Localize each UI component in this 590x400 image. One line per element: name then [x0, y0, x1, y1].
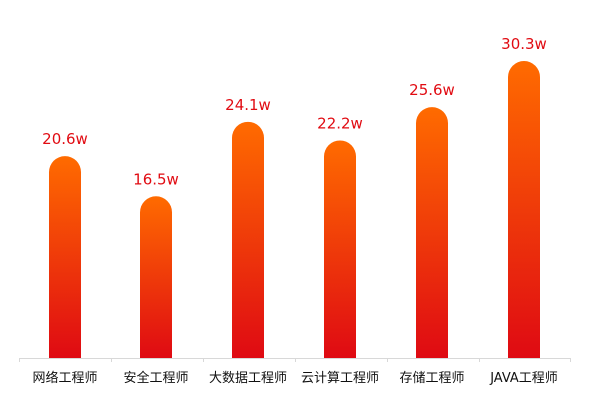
- x-tick-label: 存储工程师: [399, 371, 464, 386]
- data-label: 16.5w: [133, 170, 179, 188]
- x-tick-label: 安全工程师: [123, 370, 188, 386]
- data-label: 30.3w: [501, 35, 547, 53]
- x-tick-label: JAVA工程师: [489, 371, 558, 386]
- data-label: 20.6w: [42, 130, 88, 148]
- ticks-layer: 网络工程师 安全工程师 大数据工程师 云计算工程师 存储工程师 JAVA工程师: [19, 358, 571, 386]
- x-tick-label: 大数据工程师: [209, 371, 287, 386]
- bar: [232, 121, 264, 358]
- x-tick-label: 网络工程师: [32, 370, 97, 386]
- bar: [324, 140, 356, 358]
- bar: [508, 61, 540, 358]
- data-label: 24.1w: [225, 96, 271, 114]
- bars-layer: [49, 61, 540, 359]
- data-labels-layer: 20.6w 16.5w 24.1w 22.2w 25.6w 30.3w: [42, 35, 547, 188]
- data-label: 25.6w: [409, 81, 455, 99]
- bar: [416, 107, 448, 359]
- x-tick-label: 云计算工程师: [301, 371, 379, 386]
- data-label: 22.2w: [317, 114, 363, 132]
- bar: [49, 156, 81, 358]
- bar: [140, 196, 172, 358]
